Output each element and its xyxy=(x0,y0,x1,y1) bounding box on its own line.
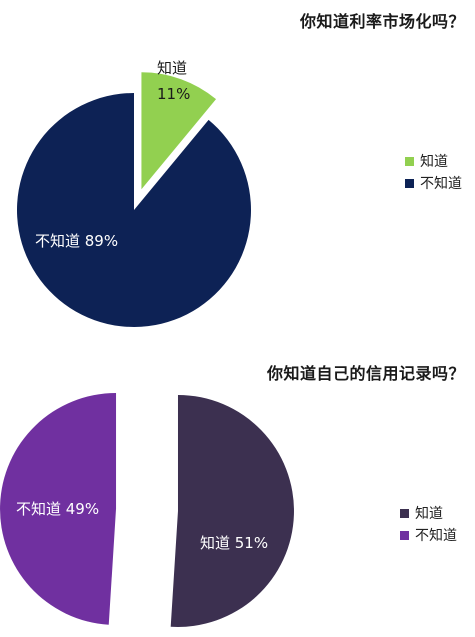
legend-item-know: 知道 xyxy=(405,150,462,172)
legend-label: 不知道 xyxy=(420,176,462,192)
legend-label: 知道 xyxy=(420,154,448,170)
chart-legend: 知道 不知道 xyxy=(405,150,462,194)
legend-swatch xyxy=(405,178,414,188)
pie-slice-know xyxy=(170,394,294,627)
legend-swatch xyxy=(400,508,409,518)
legend-item-dont-know: 不知道 xyxy=(405,172,462,194)
pie-chart-credit-record: 你知道自己的信用记录吗？ 知道 51% 不知道 49% 知道 不知道 xyxy=(0,352,475,637)
chart-legend: 知道 不知道 xyxy=(400,502,457,546)
pie-slice-dont-know xyxy=(17,93,252,327)
chart-title: 你知道自己的信用记录吗？ xyxy=(266,364,465,383)
pie-slice-know xyxy=(141,72,217,190)
pie-slice-label: 不知道 89% xyxy=(35,232,118,250)
pie-chart-canvas: 知道 11% 不知道 89% xyxy=(17,59,252,327)
chart-title: 你知道利率市场化吗？ xyxy=(299,12,465,31)
pie-slice-label: 不知道 49% xyxy=(16,500,99,518)
pie-chart-rate-marketization: 你知道利率市场化吗？ 知道 11% 不知道 89% 知道 不知道 xyxy=(17,12,465,327)
pie-chart-canvas: 知道 51% 不知道 49% xyxy=(0,392,294,627)
pie-slice-label: 知道 51% xyxy=(200,534,268,552)
legend-label: 知道 xyxy=(415,506,443,522)
legend-item-dont-know: 不知道 xyxy=(400,524,457,546)
legend-label: 不知道 xyxy=(415,528,457,544)
pie-slice-label: 知道 11% xyxy=(157,59,190,103)
legend-item-know: 知道 xyxy=(400,502,457,524)
legend-swatch xyxy=(405,156,414,166)
legend-swatch xyxy=(400,530,409,540)
pie-slice-dont-know xyxy=(0,392,117,625)
